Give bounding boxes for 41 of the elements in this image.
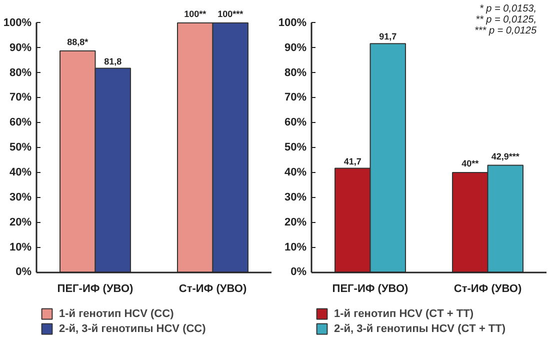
y-tick-label: 100% xyxy=(278,16,307,29)
y-tick-label: 60% xyxy=(9,116,32,129)
y-tick-label: 40% xyxy=(9,166,32,178)
y-tick-label: 30% xyxy=(284,191,307,204)
legend-label: 2-й, 3-й генотипы HCV (СС) xyxy=(59,322,206,335)
y-tick-label: 10% xyxy=(284,241,307,254)
data-label: 91,7 xyxy=(379,32,397,42)
data-label: 100** xyxy=(184,8,207,19)
x-tick-label: Ст-ИФ (УВО) xyxy=(454,283,522,296)
y-tick-label: 60% xyxy=(284,116,307,129)
x-tick-label: Ст-ИФ (УВО) xyxy=(178,283,247,296)
y-tick-label: 90% xyxy=(9,42,32,54)
y-tick-label: 0% xyxy=(290,266,307,278)
y-tick-label: 90% xyxy=(284,42,307,54)
y-tick-label: 70% xyxy=(284,92,307,104)
annotation: ** p = 0,0125, xyxy=(476,14,537,26)
y-tick-label: 50% xyxy=(9,142,32,154)
text: * p = 0,0153, xyxy=(480,4,537,14)
data-label: 100*** xyxy=(218,8,244,19)
y-tick-label: 20% xyxy=(9,216,32,228)
data-label: 81,8 xyxy=(104,56,122,66)
data-label: 41,7 xyxy=(344,156,362,166)
y-tick-label: 40% xyxy=(284,166,307,178)
y-tick-label: 100% xyxy=(3,16,32,29)
y-tick-label: 10% xyxy=(9,241,32,254)
x-tick-label: ПЕГ-ИФ (УВО) xyxy=(332,283,409,296)
y-tick-label: 80% xyxy=(9,66,32,79)
y-tick-label: 20% xyxy=(284,216,307,228)
x-tick-label: ПЕГ-ИФ (УВО) xyxy=(57,283,134,296)
y-tick-label: 30% xyxy=(9,191,32,204)
y-tick-label: 0% xyxy=(16,266,32,278)
data-label: 42,9*** xyxy=(491,151,520,162)
legend-label: 1-й генотип HCV (СС) xyxy=(59,307,174,320)
y-tick-label: 50% xyxy=(284,142,307,154)
annotation: *** p = 0,0125 xyxy=(474,26,537,36)
legend-label: 2-й, 3-й генотипы HCV (CT + TT) xyxy=(334,322,506,335)
data-label: 40** xyxy=(462,158,480,168)
y-tick-label: 80% xyxy=(284,66,307,79)
legend-label: 1-й генотип HCV (CT + TT) xyxy=(334,307,474,320)
y-tick-label: 70% xyxy=(9,92,32,104)
data-label: 88,8* xyxy=(67,36,89,47)
